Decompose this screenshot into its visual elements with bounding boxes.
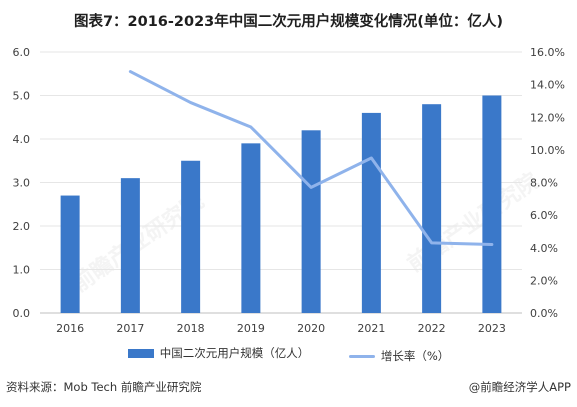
legend-line-swatch (348, 354, 375, 358)
bar (482, 95, 502, 313)
bar (241, 143, 261, 313)
bar (301, 130, 321, 313)
legend-label-users: 中国二次元用户规模（亿人） (159, 346, 310, 360)
y-right-tick-label: 0.0% (530, 307, 558, 320)
bar (181, 160, 201, 313)
x-tick-label: 2019 (237, 322, 265, 335)
y-right-tick-label: 12.0% (530, 111, 565, 124)
y-left-tick-label: 5.0 (13, 90, 31, 103)
y-right-tick-label: 4.0% (530, 242, 558, 255)
growth-line (128, 70, 494, 246)
y-right-tick-label: 14.0% (530, 79, 565, 92)
y-right-tick-label: 16.0% (530, 46, 565, 59)
x-tick-label: 2022 (418, 322, 446, 335)
y-right-tick-label: 10.0% (530, 144, 565, 157)
legend-bar-swatch (127, 348, 154, 358)
legend-item-users: 中国二次元用户规模（亿人） (127, 345, 310, 361)
y-left-tick-label: 4.0 (13, 133, 31, 146)
bar (361, 112, 381, 314)
chart-canvas: 0.0 1.0 2.0 3.0 4.0 5.0 6.0 0.0% 2.0% 4.0% 6.0% 8.0… (13, 46, 565, 335)
footer: 资料来源：Mob Tech 前瞻产业研究院 @前瞻经济学人APP (6, 379, 571, 395)
y-left-tick-label: 0.0 (13, 307, 31, 320)
x-tick-label: 2017 (116, 322, 144, 335)
bar (422, 104, 442, 313)
bar (60, 195, 80, 313)
y-left-tick-label: 1.0 (13, 264, 31, 277)
chart-title: 图表7：2016-2023年中国二次元用户规模变化情况(单位：亿人) (73, 14, 504, 30)
x-tick-label: 2023 (478, 322, 506, 335)
brand-text: @前瞻经济学人APP (468, 380, 571, 394)
legend-label-growth: 增长率（%） (380, 349, 450, 363)
y-left-tick-label: 2.0 (13, 220, 31, 233)
bar (120, 178, 140, 313)
y-left-tick-label: 6.0 (13, 46, 31, 59)
x-tick-label: 2021 (357, 322, 385, 335)
x-tick-label: 2016 (56, 322, 84, 335)
x-tick-label: 2020 (297, 322, 325, 335)
legend-item-growth: 增长率（%） (348, 348, 450, 364)
y-right-tick-label: 8.0% (530, 177, 558, 190)
x-tick-label: 2018 (177, 322, 205, 335)
source-text: 资料来源：Mob Tech 前瞻产业研究院 (6, 380, 202, 394)
y-right-tick-label: 6.0% (530, 209, 558, 222)
legend: 中国二次元用户规模（亿人） 增长率（%） (0, 345, 577, 364)
y-right-tick-label: 2.0% (530, 274, 558, 287)
y-left-tick-label: 3.0 (13, 177, 31, 190)
